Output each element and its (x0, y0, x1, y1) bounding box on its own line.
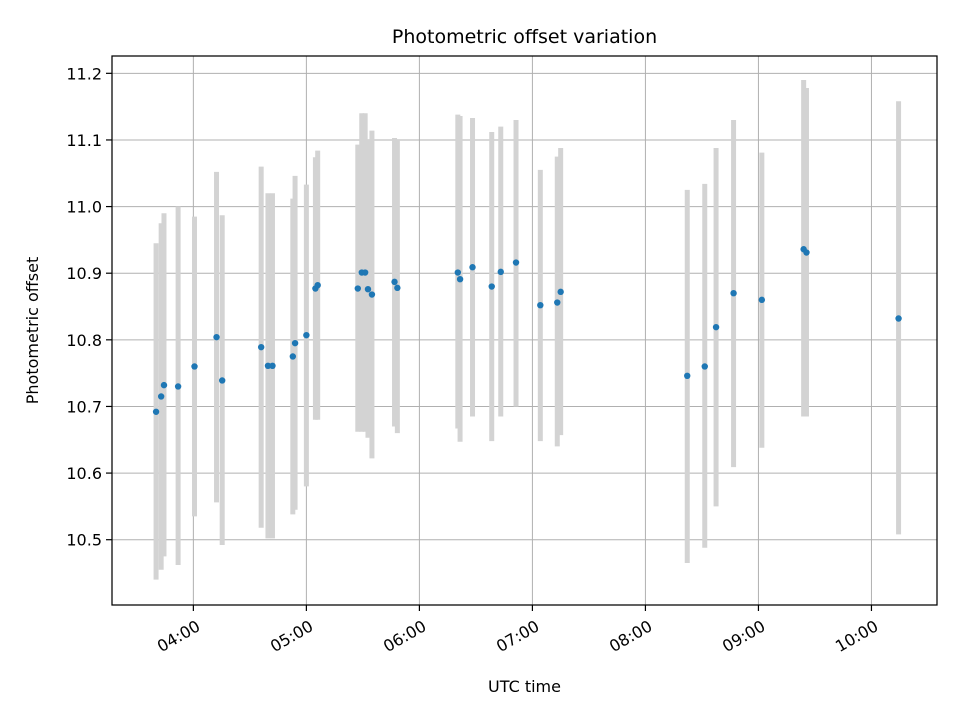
y-tick-label: 10.8 (66, 331, 102, 350)
data-point (354, 285, 362, 292)
data-point (895, 315, 902, 322)
data-point (213, 333, 220, 341)
y-tick-label: 10.9 (66, 264, 102, 283)
data-point (803, 249, 810, 256)
data-point (497, 268, 504, 276)
data-point (291, 339, 299, 347)
data-point (364, 285, 372, 293)
y-tick-label: 10.5 (66, 531, 102, 550)
data-point (701, 363, 708, 370)
y-tick-label: 11.0 (66, 198, 102, 217)
grid (112, 56, 937, 605)
data-point (289, 353, 297, 360)
y-tick-label: 11.1 (66, 131, 102, 150)
data-point (152, 408, 160, 415)
data-point (456, 275, 464, 283)
data-point (512, 259, 520, 266)
data-point (368, 291, 376, 298)
data-point (257, 343, 265, 351)
data-point (712, 323, 720, 331)
plot-frame (111, 55, 938, 606)
data-point (160, 381, 168, 389)
data-point (730, 289, 737, 297)
data-point (314, 281, 321, 289)
data-point (554, 299, 561, 306)
data-point (684, 372, 691, 380)
y-tick-label: 11.2 (66, 64, 102, 83)
data-point (269, 362, 276, 370)
data-point (157, 393, 165, 400)
data-point (218, 377, 226, 384)
x-axis-label: UTC time (488, 677, 561, 696)
y-tick-label: 10.7 (66, 397, 102, 416)
data-point (191, 363, 198, 370)
data-point (557, 288, 564, 296)
chart-title: Photometric offset variation (392, 26, 657, 48)
data-points (152, 246, 902, 415)
data-point (454, 269, 462, 276)
data-point (488, 283, 495, 290)
data-point (391, 278, 398, 286)
data-point (174, 383, 182, 390)
data-point (394, 284, 401, 292)
y-axis-label: Photometric offset (23, 257, 42, 405)
data-point (537, 301, 544, 309)
y-axis-ticks: 10.5 10.6 10.7 10.8 10.9 11.0 11.1 11.2 (66, 64, 112, 550)
data-point (303, 331, 310, 339)
data-point (469, 264, 476, 271)
data-point (758, 296, 766, 304)
data-point (264, 362, 272, 370)
y-tick-label: 10.6 (66, 464, 102, 483)
data-point (361, 269, 369, 276)
